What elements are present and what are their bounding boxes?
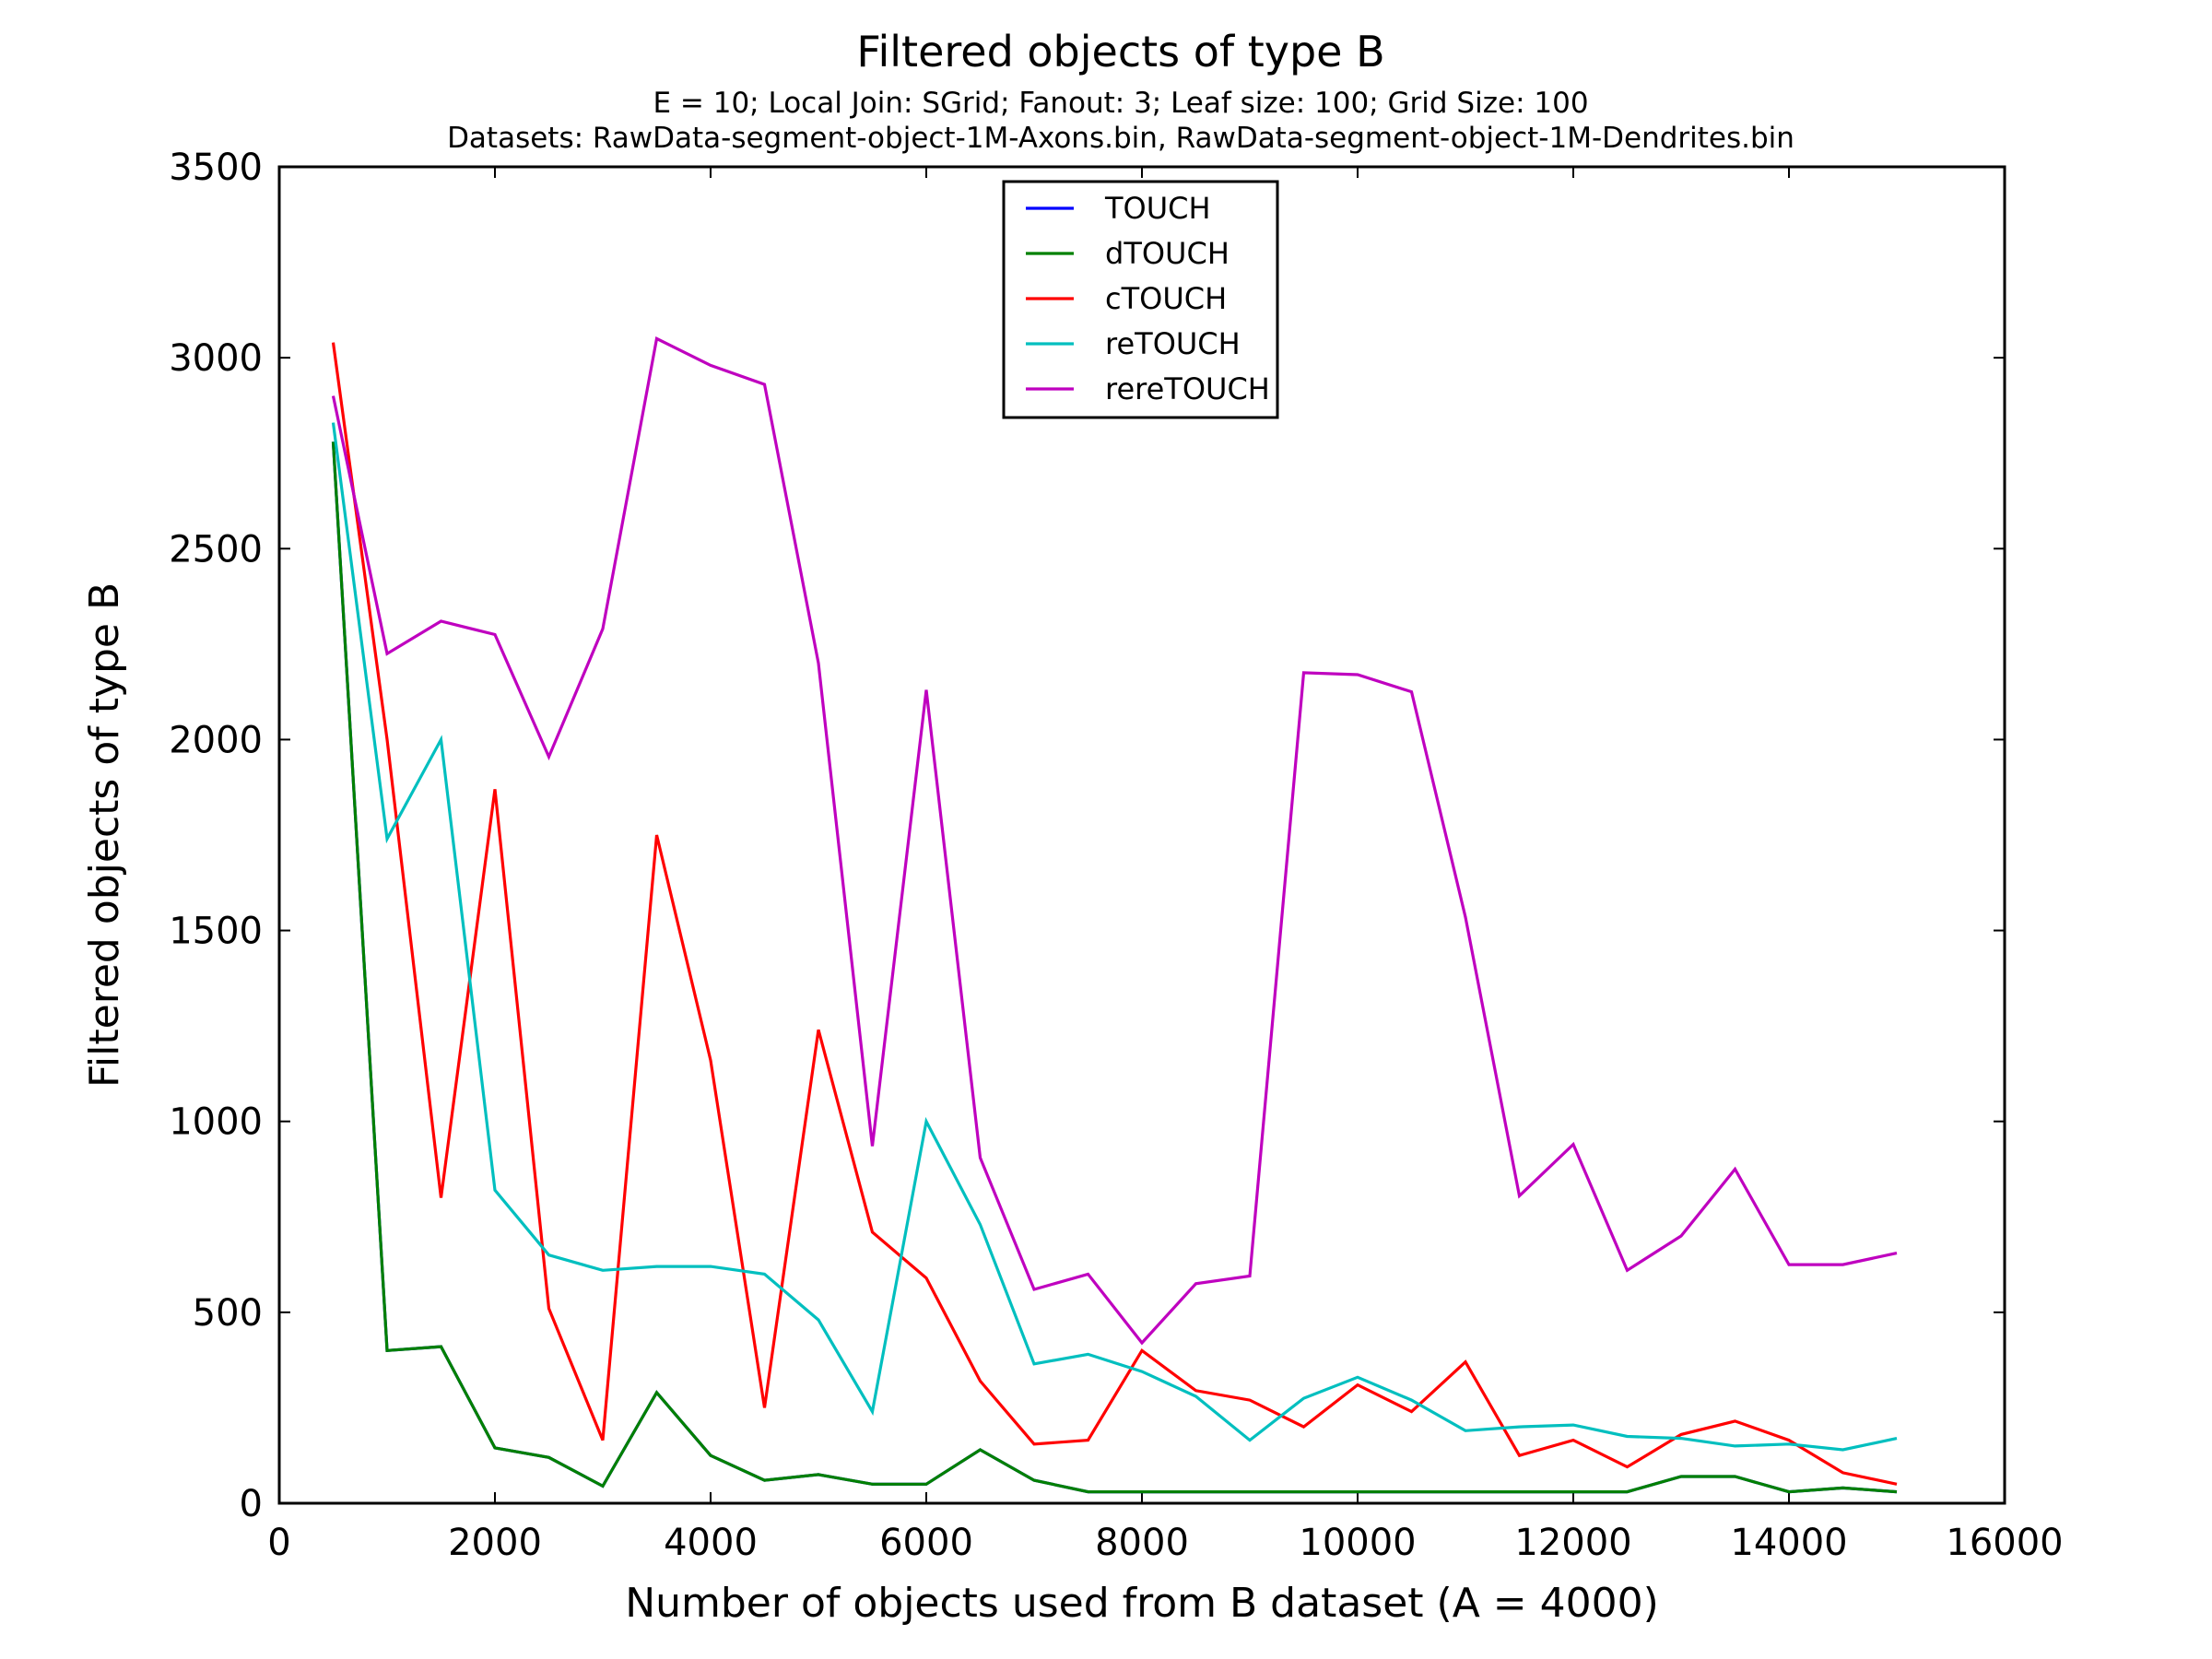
x-tick-label: 0 xyxy=(267,1522,290,1564)
legend-label-reretouch: rereTOUCH xyxy=(1105,371,1270,406)
chart-subtitle-line-1: E = 10; Local Join: SGrid; Fanout: 3; Le… xyxy=(653,87,1588,120)
x-tick-label: 6000 xyxy=(879,1522,973,1564)
y-tick-label: 1500 xyxy=(169,911,263,953)
plot-area-frame xyxy=(277,165,2006,1505)
y-axis-label: Filtered objects of type B xyxy=(81,582,128,1088)
y-tick-label: 3000 xyxy=(169,337,263,380)
series-line-dtouch xyxy=(331,441,1898,1494)
legend-label-ctouch: cTOUCH xyxy=(1105,281,1227,316)
chart-subtitle-line-2: Datasets: RawData-segment-object-1M-Axon… xyxy=(447,122,1794,155)
y-tick-label: 2500 xyxy=(169,528,263,571)
y-tick-label: 3500 xyxy=(169,147,263,189)
x-tick-label: 14000 xyxy=(1730,1522,1847,1564)
y-tick-label: 1000 xyxy=(169,1101,263,1144)
x-tick-label: 8000 xyxy=(1095,1522,1189,1564)
series-lines xyxy=(331,336,1898,1494)
series-line-retouch xyxy=(331,422,1898,1452)
x-tick-label: 4000 xyxy=(664,1522,758,1564)
series-line-reretouch xyxy=(331,336,1898,1346)
legend-label-touch: TOUCH xyxy=(1104,191,1211,226)
x-tick-label: 16000 xyxy=(1946,1522,2063,1564)
x-tick-label: 12000 xyxy=(1514,1522,1631,1564)
series-line-ctouch xyxy=(331,342,1898,1486)
y-tick-label: 0 xyxy=(240,1483,263,1525)
legend-label-dtouch: dTOUCH xyxy=(1105,236,1230,271)
x-axis-label: Number of objects used from B dataset (A… xyxy=(625,1580,1659,1627)
x-tick-label: 2000 xyxy=(448,1522,542,1564)
axis-ticks: 0 2000 4000 6000 8000 10000 12000 14000 16000 0 50… xyxy=(169,147,2063,1564)
legend-label-retouch: reTOUCH xyxy=(1105,326,1241,361)
chart-title: Filtered objects of type B xyxy=(856,27,1384,76)
x-tick-label: 10000 xyxy=(1299,1522,1416,1564)
legend: TOUCH dTOUCH cTOUCH reTOUCH rereTOUCH xyxy=(1002,180,1279,419)
y-tick-label: 2000 xyxy=(169,719,263,761)
y-tick-label: 500 xyxy=(193,1292,263,1335)
